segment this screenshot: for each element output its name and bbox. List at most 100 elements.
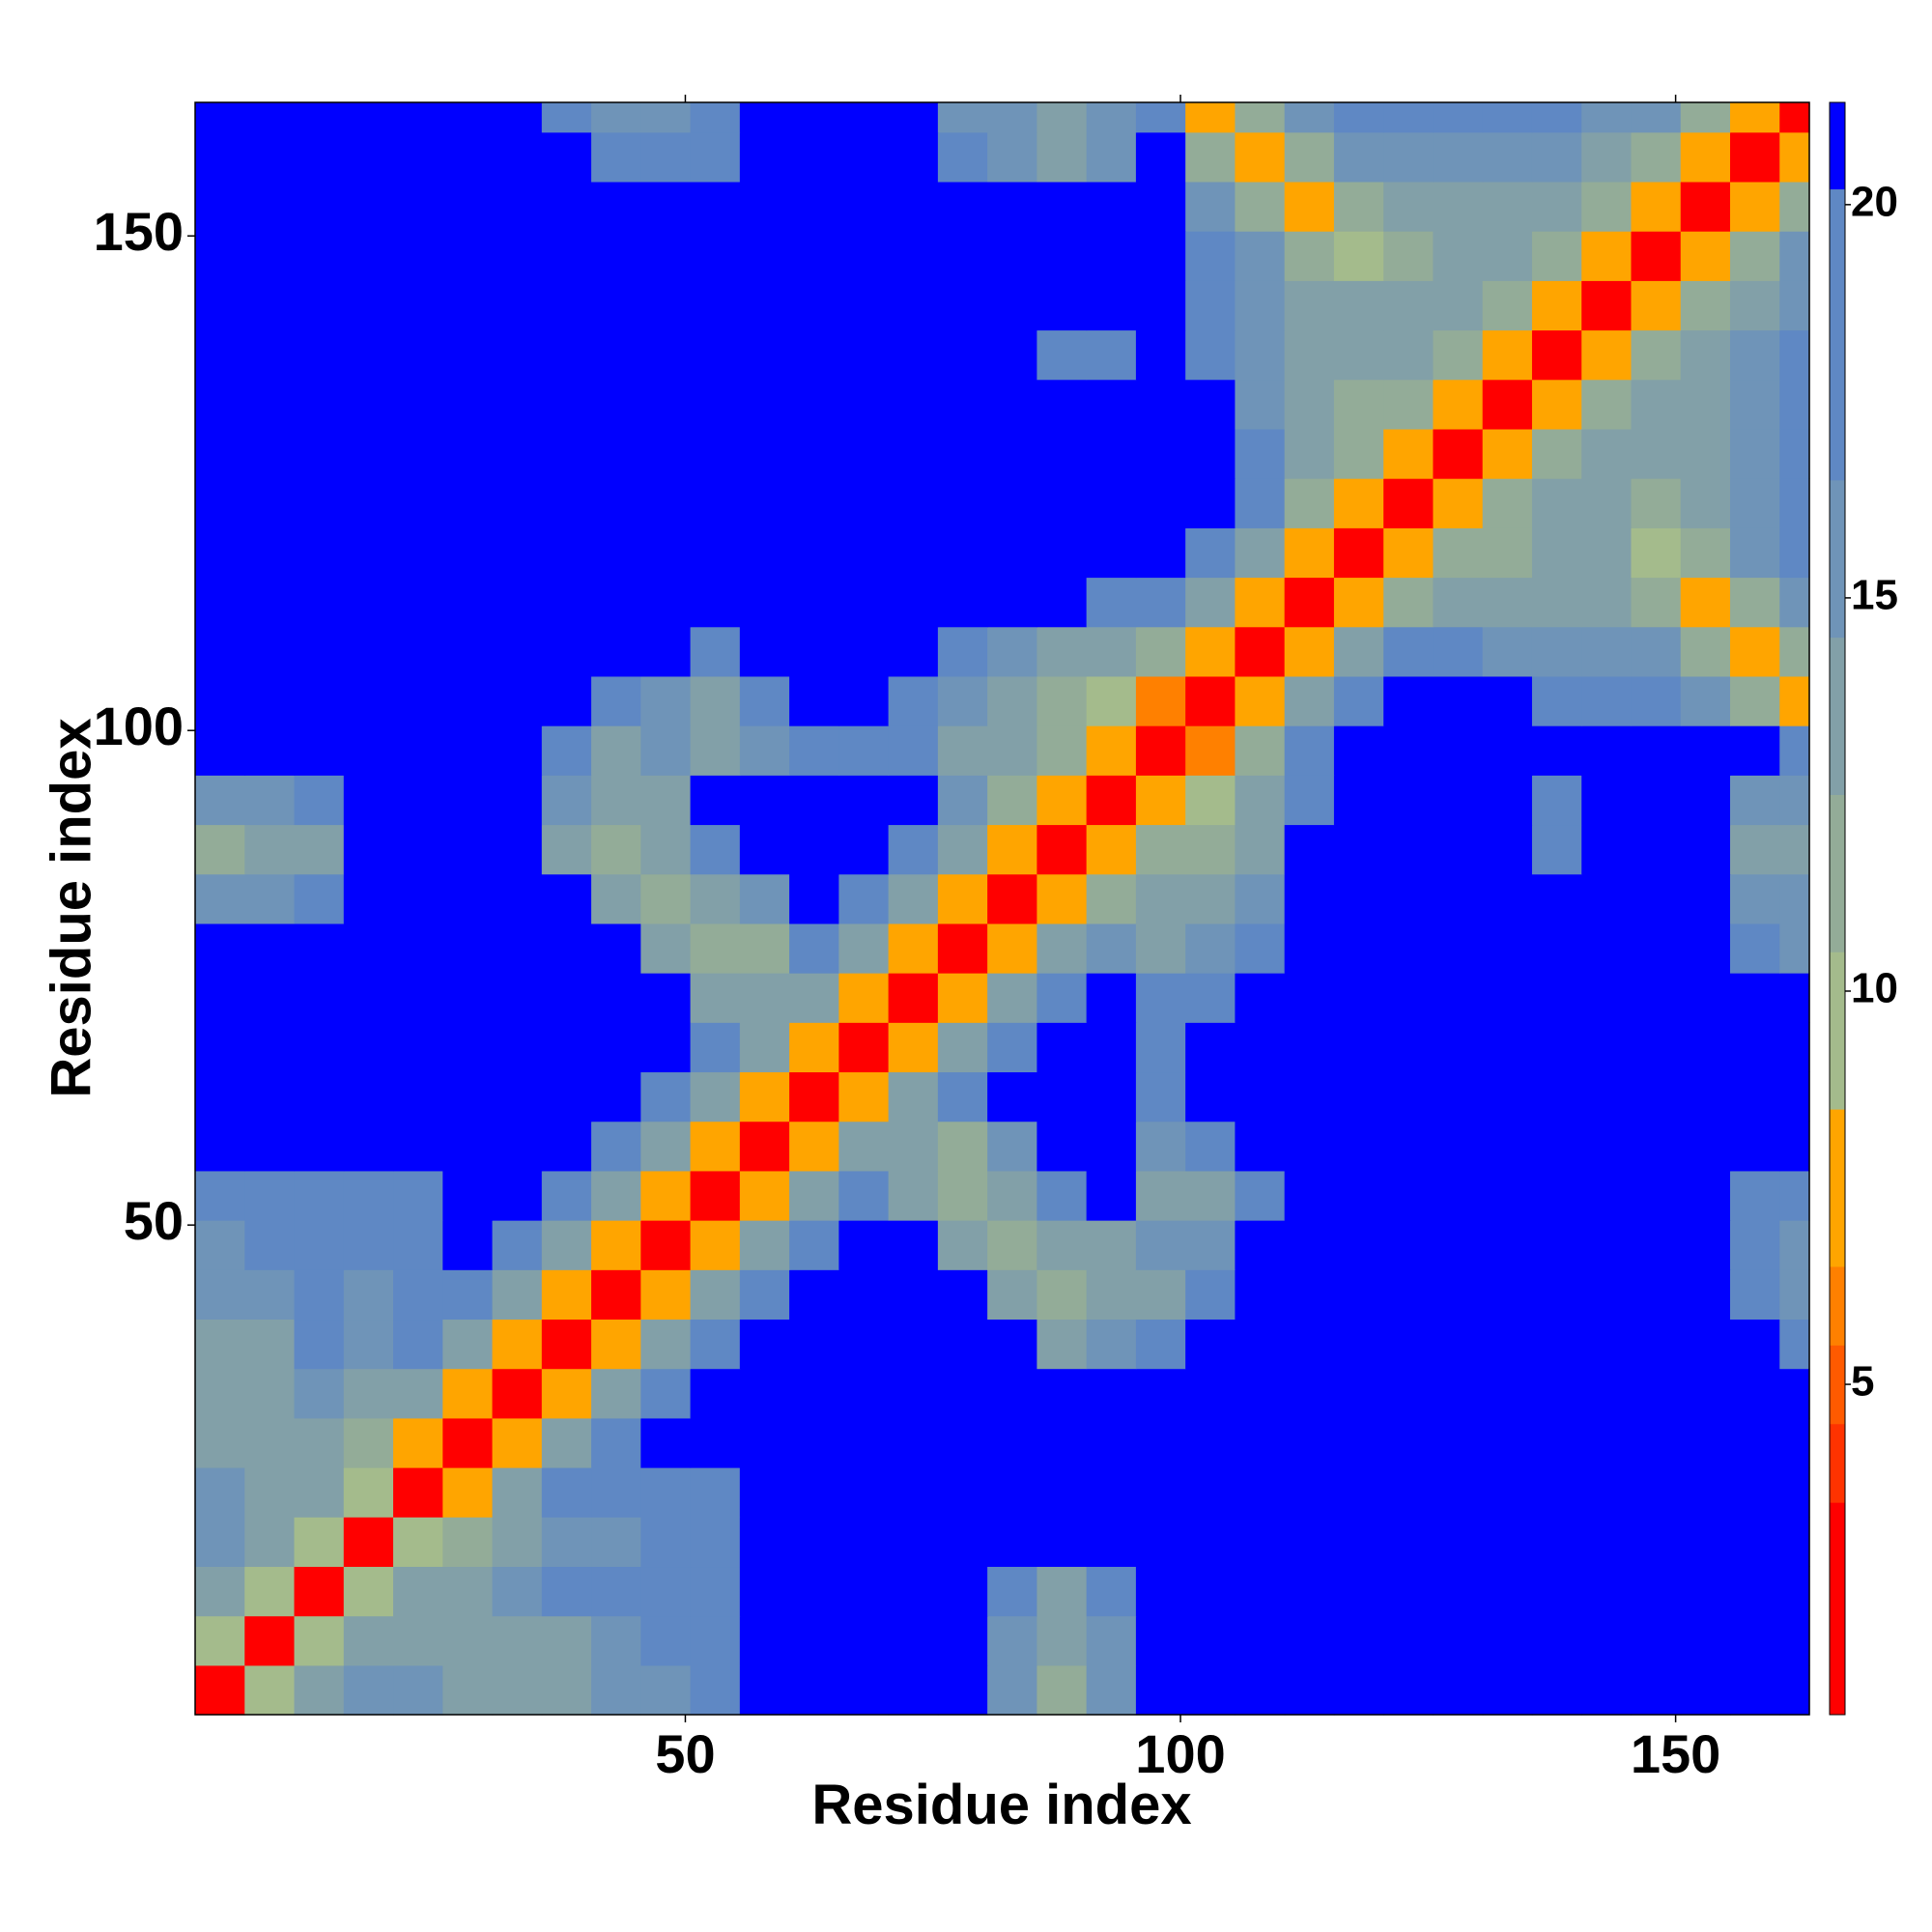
heatmap-cell [1284, 626, 1335, 677]
heatmap-cell [1235, 775, 1286, 826]
heatmap-cell [1086, 873, 1137, 924]
heatmap-cell [690, 527, 741, 579]
heatmap-cell [1680, 527, 1731, 579]
heatmap-cell [1235, 379, 1286, 430]
heatmap-cell [1581, 1417, 1633, 1468]
heatmap-cell [343, 329, 394, 381]
heatmap-cell [244, 181, 296, 232]
heatmap-cell [838, 725, 890, 776]
heatmap-cell [1135, 1220, 1186, 1270]
heatmap-cell [591, 1467, 641, 1518]
heatmap-cell [1581, 527, 1633, 579]
heatmap-cell [1482, 428, 1533, 479]
heatmap-cell [1482, 1566, 1533, 1617]
colorbar-band [1830, 1265, 1845, 1346]
heatmap-cell [1333, 231, 1384, 281]
heatmap-cell [492, 923, 543, 974]
heatmap-cell [1383, 725, 1435, 776]
heatmap-cell [541, 1121, 592, 1172]
heatmap-cell [1037, 131, 1088, 183]
heatmap-cell [1631, 1319, 1682, 1370]
heatmap-cell [244, 775, 296, 826]
heatmap-cell [1581, 428, 1633, 479]
heatmap-cell [1482, 1220, 1533, 1270]
heatmap-cell [739, 923, 790, 974]
heatmap-cell [541, 626, 592, 677]
heatmap-cell [838, 923, 890, 974]
heatmap-cell [442, 478, 494, 528]
heatmap-cell [195, 428, 245, 479]
heatmap-cell [937, 527, 988, 579]
heatmap-cell [1779, 1071, 1810, 1122]
heatmap-cell [937, 1220, 988, 1270]
heatmap-cell [838, 181, 890, 232]
heatmap-cell [244, 1517, 296, 1568]
heatmap-cell [294, 725, 345, 776]
heatmap-cell [1680, 1417, 1731, 1468]
heatmap-cell [343, 973, 394, 1023]
heatmap-cell [1680, 1467, 1731, 1518]
heatmap-cell [1482, 1368, 1533, 1419]
heatmap-cell [1333, 1467, 1384, 1518]
heatmap-cell [1482, 923, 1533, 974]
heatmap-cell [591, 102, 641, 133]
heatmap-cell [1531, 775, 1582, 826]
heatmap-cell [393, 1121, 443, 1172]
heatmap-cell [1631, 329, 1682, 381]
heatmap-cell [393, 102, 443, 133]
heatmap-cell [1383, 1319, 1435, 1370]
heatmap-cell [1383, 1121, 1435, 1172]
heatmap-cell [1433, 231, 1484, 281]
heatmap-cell [541, 1664, 592, 1716]
heatmap-cell [640, 973, 692, 1023]
heatmap-cell [1482, 329, 1533, 381]
heatmap-cell [1086, 231, 1137, 281]
heatmap-cell [1383, 973, 1435, 1023]
heatmap-cell [1779, 1467, 1810, 1518]
heatmap-cell [690, 280, 741, 331]
heatmap-cell [739, 1615, 790, 1666]
heatmap-cell [739, 527, 790, 579]
heatmap-cell [1482, 478, 1533, 528]
heatmap-cell [838, 873, 890, 924]
heatmap-cell [1235, 131, 1286, 183]
heatmap-cell [1235, 1022, 1286, 1073]
heatmap-cell [393, 1319, 443, 1370]
heatmap-cell [690, 1467, 741, 1518]
heatmap-cell [1086, 923, 1137, 974]
heatmap-cell [690, 181, 741, 232]
colorbar-band [1830, 102, 1845, 190]
heatmap-cell [343, 675, 394, 726]
heatmap-cell [838, 478, 890, 528]
heatmap-cell [1333, 428, 1384, 479]
heatmap-cell [789, 973, 839, 1023]
heatmap-cell [195, 1664, 245, 1716]
heatmap-cell [789, 824, 839, 875]
heatmap-cell [1581, 1220, 1633, 1270]
heatmap-cell [1482, 181, 1533, 232]
heatmap-cell [1531, 1220, 1582, 1270]
heatmap-cell [492, 280, 543, 331]
heatmap-cell [1779, 1022, 1810, 1073]
heatmap-cell [838, 280, 890, 331]
heatmap-cell [1037, 1664, 1088, 1716]
heatmap-cell [1333, 181, 1384, 232]
heatmap-cell [195, 973, 245, 1023]
heatmap-cell [1680, 1022, 1731, 1073]
heatmap-cell [1333, 379, 1384, 430]
heatmap-cell [987, 329, 1037, 381]
heatmap-cell [1037, 181, 1088, 232]
heatmap-cell [244, 1121, 296, 1172]
heatmap-cell [739, 973, 790, 1023]
y-tick-label: 150 [94, 201, 184, 262]
heatmap-cell [1383, 1220, 1435, 1270]
heatmap-cell [541, 1220, 592, 1270]
heatmap-cell [888, 181, 939, 232]
heatmap-cell [640, 1566, 692, 1617]
heatmap-cell [591, 1517, 641, 1568]
heatmap-cell [244, 231, 296, 281]
heatmap-cell [1482, 1664, 1533, 1716]
heatmap-cell [1185, 181, 1236, 232]
heatmap-cell [1433, 1566, 1484, 1617]
heatmap-cell [987, 1022, 1037, 1073]
